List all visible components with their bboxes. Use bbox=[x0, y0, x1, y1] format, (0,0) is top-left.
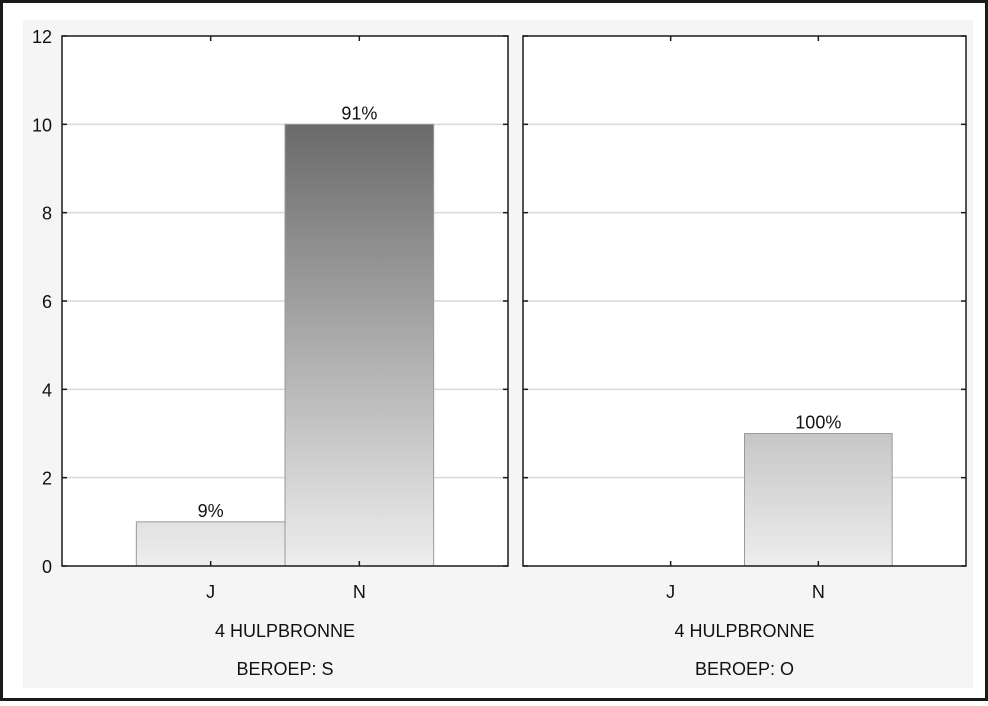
y-tick-label: 10 bbox=[32, 115, 52, 135]
y-tick-label: 12 bbox=[32, 27, 52, 47]
plot-frame bbox=[522, 35, 967, 567]
data-label: 100% bbox=[795, 413, 841, 433]
data-label: 91% bbox=[341, 103, 377, 123]
x-axis-label: 4 HULPBRONNE bbox=[215, 621, 355, 641]
chart-panel-1: 9% J 91% N 4 HULPBRONNE BEROEP: S bbox=[61, 35, 509, 679]
x-axis-label: 4 HULPBRONNE bbox=[674, 621, 814, 641]
y-tick-label: 4 bbox=[42, 380, 52, 400]
x-tick-label: N bbox=[812, 582, 825, 602]
data-label: 9% bbox=[198, 501, 224, 521]
x-tick-label: J bbox=[206, 582, 215, 602]
y-tick-label: 0 bbox=[42, 557, 52, 577]
bar-j bbox=[135, 521, 286, 567]
y-tick-label: 2 bbox=[42, 469, 52, 489]
group-label: BEROEP: S bbox=[236, 659, 333, 679]
x-tick-label: N bbox=[353, 582, 366, 602]
chart-panel-2: J 100% N 4 HULPBRONNE BEROEP: O bbox=[522, 35, 967, 679]
y-tick-label: 8 bbox=[42, 204, 52, 224]
plot-frame bbox=[61, 35, 509, 567]
bar-n bbox=[744, 433, 893, 567]
x-tick-label: J bbox=[666, 582, 675, 602]
y-tick-label: 6 bbox=[42, 292, 52, 312]
group-label: BEROEP: O bbox=[695, 659, 794, 679]
bar-n bbox=[284, 123, 435, 567]
